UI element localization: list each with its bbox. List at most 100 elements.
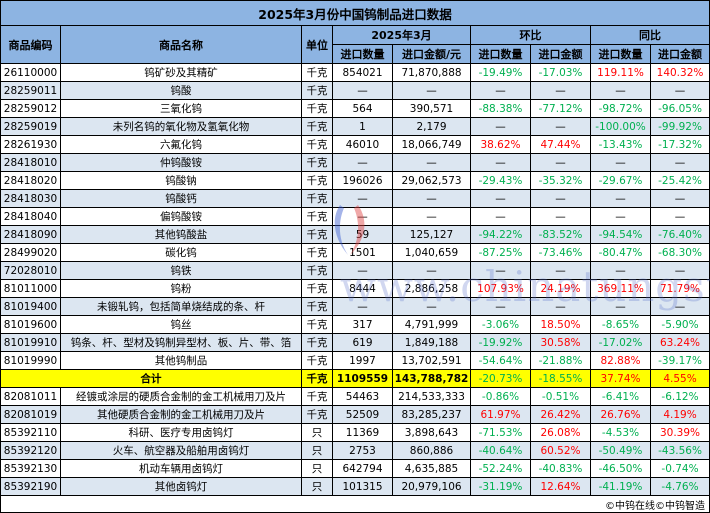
cell-mom-amount: — bbox=[530, 81, 591, 100]
cell-amount: 4,635,885 bbox=[392, 459, 471, 478]
cell-unit: 千克 bbox=[301, 243, 333, 262]
cell-name: 钨酸 bbox=[60, 81, 302, 100]
cell-amount: 4,791,999 bbox=[392, 315, 471, 334]
cell-name: 其他钨制品 bbox=[60, 351, 302, 370]
cell-mom-qty: -71.53% bbox=[470, 423, 531, 442]
cell-yoy-qty: 82.88% bbox=[590, 351, 651, 370]
cell-amount: — bbox=[392, 297, 471, 316]
cell-mom-amount: -17.03% bbox=[530, 63, 591, 82]
cell-mom-qty: -19.49% bbox=[470, 63, 531, 82]
cell-code: 81019600 bbox=[0, 315, 61, 334]
cell-unit: 千克 bbox=[301, 333, 333, 352]
header-code: 商品编码 bbox=[0, 25, 61, 64]
cell-yoy-amount: -99.92% bbox=[649, 117, 710, 136]
cell-name: 钨酸钙 bbox=[60, 189, 302, 208]
cell-yoy-amount: — bbox=[649, 297, 710, 316]
cell-unit: 千克 bbox=[301, 153, 333, 172]
cell-qty: 642794 bbox=[332, 459, 393, 478]
header-yoy-qty: 进口数量 bbox=[590, 44, 651, 64]
cell-yoy-qty: 369.11% bbox=[590, 279, 651, 298]
table-row: 28259011 钨酸 千克 — — — — — — bbox=[0, 81, 710, 100]
cell-mom-qty: — bbox=[470, 261, 531, 280]
cell-qty: 1 bbox=[332, 117, 393, 136]
cell-code: 28418020 bbox=[0, 171, 61, 190]
cell-qty: 1997 bbox=[332, 351, 393, 370]
cell-amount: — bbox=[392, 207, 471, 226]
cell-mom-qty: -87.25% bbox=[470, 243, 531, 262]
cell-name: 未列名钨的氧化物及氢氧化物 bbox=[60, 117, 302, 136]
cell-mom-amount: 60.52% bbox=[530, 441, 591, 460]
table-row: 81019990 其他钨制品 千克 1997 13,702,591 -54.64% -21.… bbox=[0, 351, 710, 370]
table-row: 85392120 火车、航空器及船舶用卤钨灯只 2753 860,886 -40.64%… bbox=[0, 441, 710, 460]
cell-mom-qty: -20.73% bbox=[470, 369, 531, 388]
cell-mom-amount: — bbox=[530, 297, 591, 316]
cell-qty: — bbox=[332, 189, 393, 208]
cell-mom-qty: -19.92% bbox=[470, 333, 531, 352]
cell-mom-amount: 30.58% bbox=[530, 333, 591, 352]
cell-mom-qty: -29.43% bbox=[470, 171, 531, 190]
table-row: 85392130 机动车辆用卤钨灯只 642794 4,635,885 -52.24% -… bbox=[0, 459, 710, 478]
cell-amount: 13,702,591 bbox=[392, 351, 471, 370]
cell-amount: 390,571 bbox=[392, 99, 471, 118]
cell-mom-qty: -88.38% bbox=[470, 99, 531, 118]
cell-unit: 千克 bbox=[301, 207, 333, 226]
cell-name: 钨矿砂及其精矿 bbox=[60, 63, 302, 82]
cell-qty: 196026 bbox=[332, 171, 393, 190]
cell-yoy-qty: — bbox=[590, 189, 651, 208]
cell-amount: — bbox=[392, 189, 471, 208]
table-body: 26110000 钨矿砂及其精矿 千克 854021 71,870,888 -19.49%… bbox=[0, 63, 710, 496]
cell-amount: 83,285,237 bbox=[392, 405, 471, 424]
cell-mom-amount: — bbox=[530, 189, 591, 208]
cell-yoy-amount: — bbox=[649, 207, 710, 226]
cell-qty: 46010 bbox=[332, 135, 393, 154]
cell-yoy-qty: -6.41% bbox=[590, 387, 651, 406]
cell-qty: — bbox=[332, 81, 393, 100]
cell-yoy-amount: 4.55% bbox=[649, 369, 710, 388]
table-row: 28499020 碳化钨 千克 1501 1,040,659 -87.25% -73.46%… bbox=[0, 243, 710, 262]
cell-yoy-amount: -5.90% bbox=[649, 315, 710, 334]
cell-amount: 1,040,659 bbox=[392, 243, 471, 262]
total-row: 合计 千克 1109559 143,788,782 -20.73% -18.55% 37.7… bbox=[0, 369, 710, 388]
cell-yoy-amount: -4.76% bbox=[649, 477, 710, 496]
cell-code: 82081019 bbox=[0, 405, 61, 424]
cell-mom-amount: 47.44% bbox=[530, 135, 591, 154]
cell-mom-amount: — bbox=[530, 207, 591, 226]
cell-amount: 2,179 bbox=[392, 117, 471, 136]
cell-mom-qty: -54.64% bbox=[470, 351, 531, 370]
cell-qty: 1109559 bbox=[332, 369, 393, 388]
cell-code: 85392120 bbox=[0, 441, 61, 460]
cell-mom-qty: 61.97% bbox=[470, 405, 531, 424]
cell-code: 82081011 bbox=[0, 387, 61, 406]
cell-yoy-amount: -43.56% bbox=[649, 441, 710, 460]
cell-mom-qty: — bbox=[470, 297, 531, 316]
table-row: 28418010 仲钨酸铵 千克 — — — — — — bbox=[0, 153, 710, 172]
cell-amount: 860,886 bbox=[392, 441, 471, 460]
cell-mom-amount: 26.42% bbox=[530, 405, 591, 424]
table-row: 28418020 钨酸钠 千克 196026 29,062,573 -29.43% -35.… bbox=[0, 171, 710, 190]
table-title: 2025年3月份中国钨制品进口数据 bbox=[0, 0, 710, 26]
cell-mom-amount: -83.52% bbox=[530, 225, 591, 244]
cell-qty: 564 bbox=[332, 99, 393, 118]
cell-yoy-amount: -39.17% bbox=[649, 351, 710, 370]
cell-code: 81019400 bbox=[0, 297, 61, 316]
cell-yoy-qty: — bbox=[590, 207, 651, 226]
cell-yoy-amount: — bbox=[649, 81, 710, 100]
cell-mom-qty: -3.06% bbox=[470, 315, 531, 334]
cell-qty: — bbox=[332, 297, 393, 316]
cell-unit: 千克 bbox=[301, 189, 333, 208]
cell-amount: 1,849,188 bbox=[392, 333, 471, 352]
header-period: 2025年3月 bbox=[332, 25, 471, 45]
cell-yoy-amount: 71.79% bbox=[649, 279, 710, 298]
table-row: 85392190 其他卤钨灯只 101315 20,979,106 -31.19% 12.… bbox=[0, 477, 710, 496]
cell-yoy-qty: -17.02% bbox=[590, 333, 651, 352]
cell-name: 仲钨酸铵 bbox=[60, 153, 302, 172]
cell-qty: 54463 bbox=[332, 387, 393, 406]
cell-amount: — bbox=[392, 153, 471, 172]
cell-name: 其他硬质合金制的金工机械用刀及片 bbox=[60, 405, 302, 424]
cell-unit: 千克 bbox=[301, 261, 333, 280]
cell-mom-amount: -0.51% bbox=[530, 387, 591, 406]
header-mom: 环比 bbox=[470, 25, 591, 45]
cell-name: 钨铁 bbox=[60, 261, 302, 280]
header-name: 商品名称 bbox=[60, 25, 302, 64]
cell-code: 28499020 bbox=[0, 243, 61, 262]
